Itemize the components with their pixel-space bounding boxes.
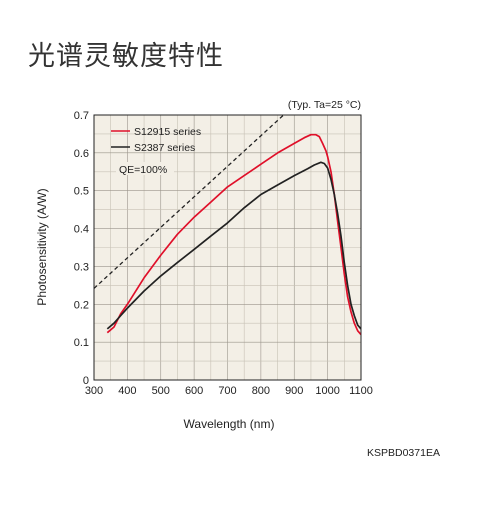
legend: S12915 series S2387 series xyxy=(111,126,201,154)
series-line-0 xyxy=(106,133,361,336)
x-tick-label: 500 xyxy=(152,385,170,397)
x-tick-label: 400 xyxy=(118,385,136,397)
y-axis-label: Photosensitivity (A/W) xyxy=(35,188,49,305)
y-tick-label: 0 xyxy=(83,375,89,387)
x-tick-label: 600 xyxy=(185,385,203,397)
grid-lines xyxy=(94,115,361,380)
qe-label-background xyxy=(116,162,174,175)
y-tick-label: 0.1 xyxy=(74,337,89,349)
x-tick-labels: 300 400 500 600 700 800 900 1000 1100 xyxy=(85,385,373,397)
x-tick-label: 300 xyxy=(85,385,103,397)
y-tick-label: 0.5 xyxy=(74,186,89,198)
x-tick-label: 1000 xyxy=(315,385,339,397)
document-code: KSPBD0371EA xyxy=(367,447,440,459)
page-title: 光谱灵敏度特性 xyxy=(28,41,224,72)
conditions-note: (Typ. Ta=25 °C) xyxy=(288,99,361,111)
x-tick-label: 800 xyxy=(252,385,270,397)
x-tick-label: 900 xyxy=(285,385,303,397)
y-tick-labels: 0 0.1 0.2 0.3 0.4 0.5 0.6 0.7 xyxy=(74,110,89,387)
legend-label-s12915: S12915 series xyxy=(134,126,201,138)
y-tick-label: 0.6 xyxy=(74,148,89,160)
x-axis-label: Wavelength (nm) xyxy=(184,417,275,431)
legend-label-s2387: S2387 series xyxy=(134,142,195,154)
x-tick-label: 700 xyxy=(218,385,236,397)
plot-frame xyxy=(93,114,362,381)
y-tick-label: 0.2 xyxy=(74,299,89,311)
series-layer xyxy=(94,115,361,336)
qe-annotation: QE=100% xyxy=(119,164,167,176)
series-line-1 xyxy=(106,161,361,330)
x-tick-label: 1100 xyxy=(349,385,373,397)
y-tick-label: 0.3 xyxy=(74,261,89,273)
y-tick-label: 0.4 xyxy=(74,224,89,236)
y-tick-label: 0.7 xyxy=(74,110,89,122)
